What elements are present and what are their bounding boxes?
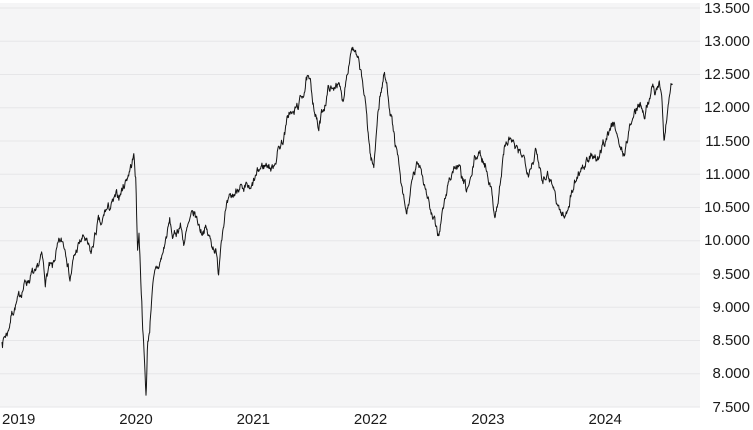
- y-axis-label: 12.500: [704, 66, 750, 83]
- y-axis-label: 8.000: [712, 365, 750, 383]
- y-axis-label: 10.500: [704, 199, 750, 216]
- price-line: [1, 46, 673, 396]
- y-axis-label: 13.000: [704, 32, 750, 50]
- plot-background: [0, 3, 700, 407]
- x-axis-label: 2022: [353, 411, 388, 428]
- y-axis-label: 7.500: [712, 398, 750, 416]
- x-axis-label: 2023: [471, 411, 505, 428]
- y-axis-label: 11.000: [705, 165, 750, 183]
- x-axis-label: 2020: [119, 411, 153, 428]
- x-axis-label: 2019: [2, 411, 36, 428]
- x-axis-label: 2021: [236, 411, 270, 428]
- x-axis-label: 2024: [588, 411, 622, 428]
- y-axis-label: 9.500: [712, 265, 750, 283]
- y-axis-label: 12.000: [704, 99, 750, 117]
- y-axis-label: 9.000: [712, 298, 750, 316]
- y-axis-label: 8.500: [712, 332, 750, 349]
- y-axis-label: 13.500: [704, 0, 750, 17]
- y-axis-label: 11.500: [705, 132, 750, 150]
- y-axis-label: 10.000: [704, 232, 750, 250]
